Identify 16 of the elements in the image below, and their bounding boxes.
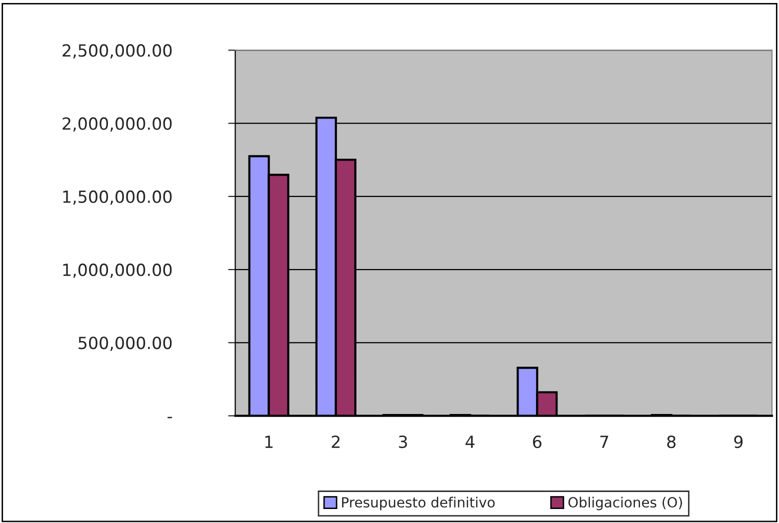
x-tick-label: 7 bbox=[600, 436, 608, 448]
x-tick-label: 8 bbox=[667, 436, 676, 448]
x-tick-label: 2 bbox=[332, 436, 340, 448]
y-tick-label: 2,500,000.00 bbox=[62, 44, 172, 58]
legend-label: Obligaciones (O) bbox=[568, 496, 682, 510]
y-tick-label: 2,000,000.00 bbox=[62, 117, 172, 132]
x-tick-label: 4 bbox=[466, 436, 474, 448]
y-tick-label: 1,500,000.00 bbox=[63, 190, 172, 205]
x-tick-label: 9 bbox=[734, 436, 743, 448]
x-tick-label: 6 bbox=[533, 436, 542, 448]
legend-label: Presupuesto definitivo bbox=[342, 496, 495, 510]
y-tick-label: - bbox=[168, 416, 172, 418]
x-tick-label: 3 bbox=[398, 436, 407, 448]
y-tick-label: 1,000,000.00 bbox=[63, 264, 172, 278]
y-tick-label: 500,000.00 bbox=[78, 336, 172, 351]
x-tick-label: 1 bbox=[265, 436, 273, 448]
